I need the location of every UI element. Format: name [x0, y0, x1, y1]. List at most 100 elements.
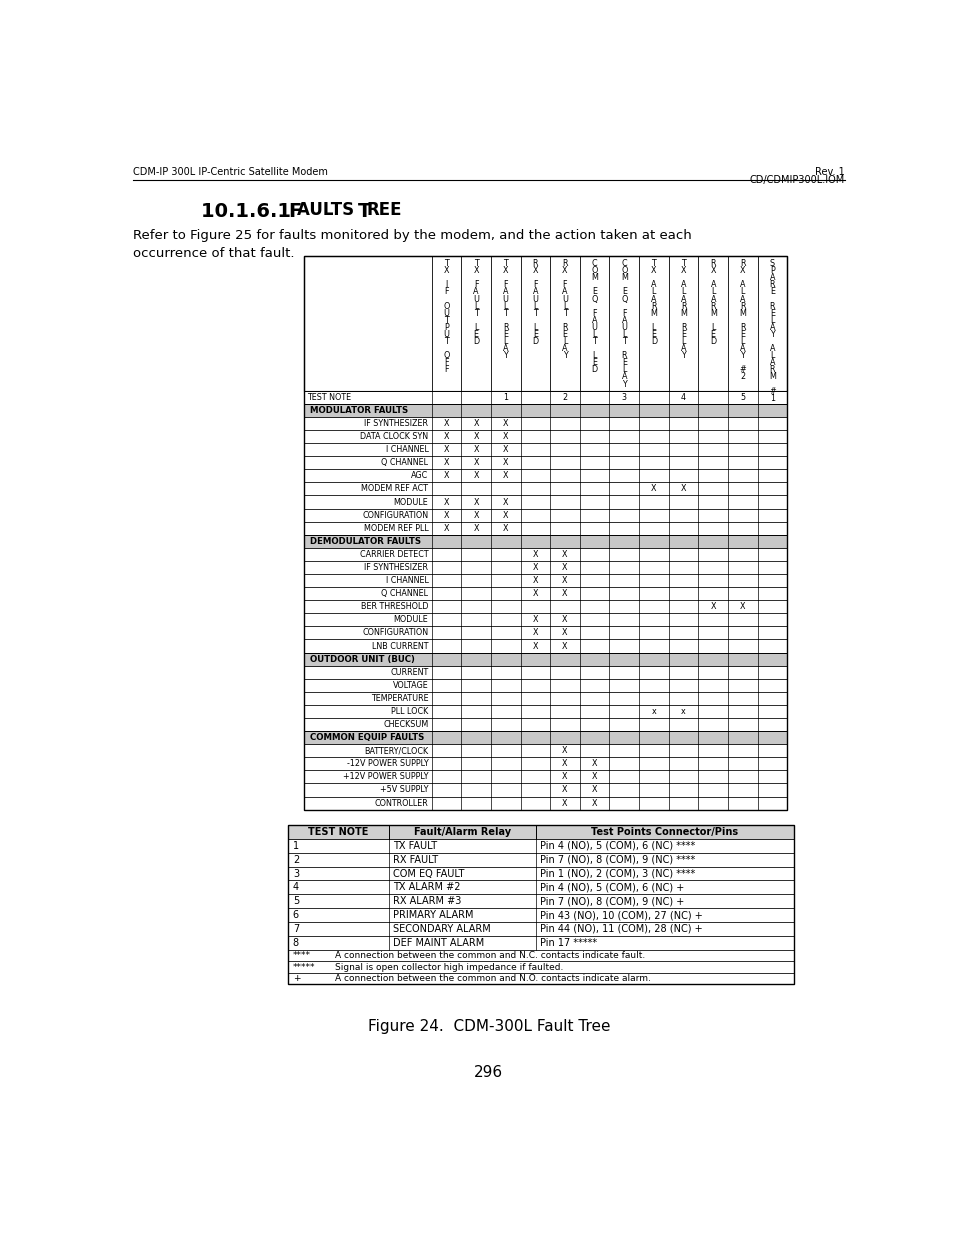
Text: REE: REE	[366, 200, 401, 219]
Text: DEMODULATOR FAULTS: DEMODULATOR FAULTS	[310, 537, 420, 546]
Text: L: L	[562, 337, 567, 346]
Text: X: X	[680, 267, 685, 275]
Bar	[303, 404, 786, 417]
Text: X: X	[443, 458, 449, 467]
Text: M: M	[709, 309, 716, 317]
Bar	[303, 483, 786, 495]
Bar	[288, 839, 793, 852]
Text: X: X	[561, 589, 567, 598]
Text: I CHANNEL: I CHANNEL	[385, 445, 428, 454]
Text: Q: Q	[620, 294, 627, 304]
Text: Y: Y	[740, 351, 744, 361]
Text: X: X	[532, 563, 537, 572]
Text: CDM-IP 300L IP-Centric Satellite Modem: CDM-IP 300L IP-Centric Satellite Modem	[133, 168, 328, 178]
Text: Figure 24.  CDM-300L Fault Tree: Figure 24. CDM-300L Fault Tree	[367, 1019, 610, 1034]
Text: M: M	[620, 273, 627, 283]
Text: O: O	[443, 351, 449, 361]
Text: L: L	[651, 322, 656, 332]
Text: A: A	[651, 294, 656, 304]
Text: U: U	[502, 294, 508, 304]
Text: U: U	[532, 294, 537, 304]
Text: E: E	[621, 288, 626, 296]
Text: R: R	[532, 259, 537, 268]
Text: T: T	[443, 337, 448, 346]
Text: T: T	[443, 316, 448, 325]
Text: Pin 4 (NO), 5 (COM), 6 (NC) +: Pin 4 (NO), 5 (COM), 6 (NC) +	[539, 882, 683, 893]
Text: C: C	[620, 259, 626, 268]
Text: X: X	[561, 267, 567, 275]
Text: X: X	[532, 629, 537, 637]
Text: -12V POWER SUPPLY: -12V POWER SUPPLY	[346, 760, 428, 768]
Text: X: X	[651, 267, 656, 275]
Bar	[303, 783, 786, 797]
Text: X: X	[532, 267, 537, 275]
Text: Signal is open collector high impedance if faulted.: Signal is open collector high impedance …	[335, 962, 562, 972]
Text: E: E	[502, 330, 508, 338]
Text: 3: 3	[293, 868, 298, 878]
Text: CONFIGURATION: CONFIGURATION	[362, 510, 428, 520]
Text: T: T	[562, 309, 567, 317]
Text: T: T	[592, 337, 597, 346]
Bar	[303, 561, 786, 574]
Text: T: T	[443, 259, 448, 268]
Bar	[303, 548, 786, 561]
Text: L: L	[680, 288, 685, 296]
Bar	[303, 718, 786, 731]
Bar	[303, 771, 786, 783]
Text: Test Points Connector/Pins: Test Points Connector/Pins	[591, 827, 738, 837]
Text: A: A	[769, 345, 775, 353]
Text: Rev. 1: Rev. 1	[814, 168, 843, 178]
Text: U: U	[591, 322, 597, 332]
Text: 1: 1	[769, 394, 774, 403]
Text: O: O	[443, 301, 449, 310]
Text: 5: 5	[740, 393, 744, 401]
Text: 1: 1	[293, 841, 298, 851]
Text: X: X	[473, 458, 478, 467]
Text: X: X	[473, 524, 478, 532]
Text: O: O	[620, 267, 627, 275]
Text: E: E	[680, 330, 685, 338]
Text: X: X	[443, 510, 449, 520]
Text: D: D	[532, 337, 537, 346]
Text: 2: 2	[562, 393, 567, 401]
Text: X: X	[561, 629, 567, 637]
Text: X: X	[532, 641, 537, 651]
Bar	[303, 495, 786, 509]
Text: T: T	[503, 309, 508, 317]
Text: #: #	[739, 366, 745, 374]
Text: Pin 44 (NO), 11 (COM), 28 (NC) +: Pin 44 (NO), 11 (COM), 28 (NC) +	[539, 924, 702, 934]
Text: LNB CURRENT: LNB CURRENT	[372, 641, 428, 651]
Text: x: x	[680, 706, 685, 716]
Bar	[303, 390, 786, 404]
Text: F: F	[503, 280, 507, 289]
Text: X: X	[532, 589, 537, 598]
Text: RX ALARM #3: RX ALARM #3	[393, 897, 460, 906]
Text: BER THRESHOLD: BER THRESHOLD	[360, 603, 428, 611]
Bar	[303, 469, 786, 483]
Text: X: X	[443, 498, 449, 506]
Text: P: P	[443, 322, 448, 332]
Text: x: x	[651, 706, 656, 716]
Text: D: D	[650, 337, 657, 346]
Text: A: A	[680, 280, 685, 289]
Text: 2: 2	[293, 855, 299, 864]
Text: COM EQ FAULT: COM EQ FAULT	[393, 868, 464, 878]
Bar	[303, 443, 786, 456]
Text: L: L	[592, 330, 597, 338]
Text: L: L	[562, 301, 567, 310]
Text: T: T	[357, 203, 371, 221]
Text: 5: 5	[293, 897, 299, 906]
Text: A: A	[740, 294, 745, 304]
Text: X: X	[443, 267, 449, 275]
Text: 4: 4	[680, 393, 685, 401]
Text: E: E	[592, 288, 597, 296]
Text: A: A	[740, 345, 745, 353]
Text: X: X	[502, 472, 508, 480]
Text: M: M	[739, 309, 745, 317]
Text: F: F	[621, 309, 626, 317]
Text: X: X	[532, 550, 537, 559]
Text: T: T	[474, 309, 477, 317]
Bar	[288, 867, 793, 881]
Text: R: R	[769, 280, 775, 289]
Text: A: A	[532, 288, 537, 296]
